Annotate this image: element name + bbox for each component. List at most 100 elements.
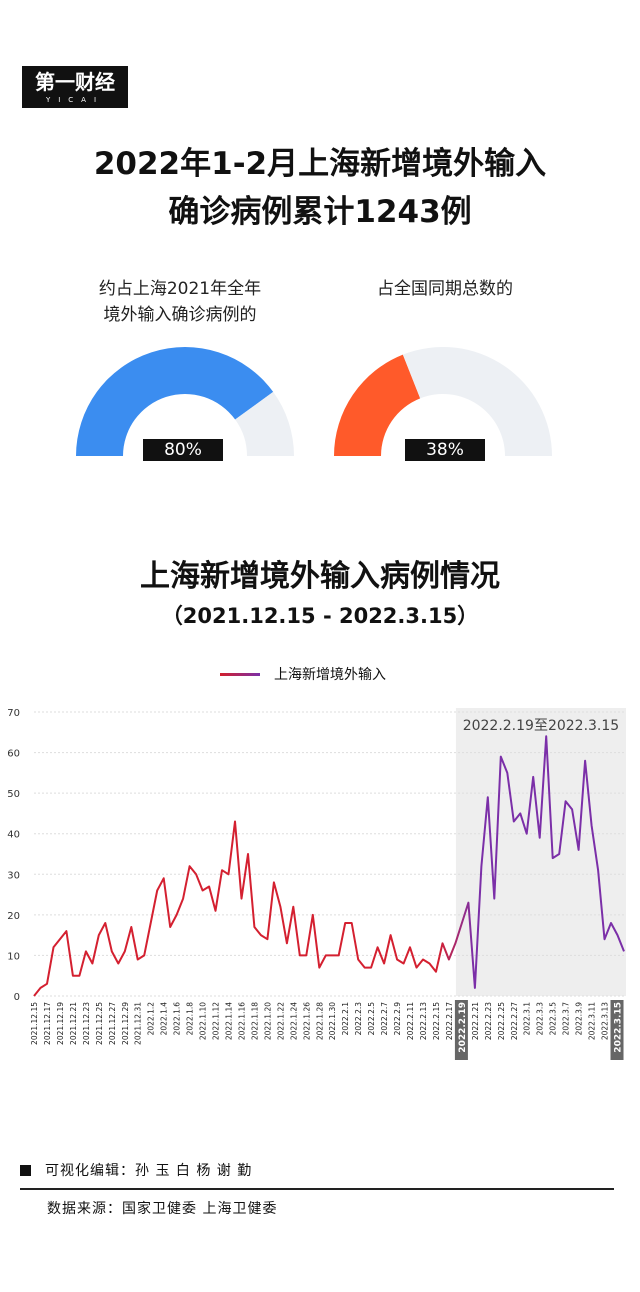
x-tick-label-group: 2022.1.18 [250,1002,259,1040]
x-tick-label-group: 2021.12.29 [121,1002,130,1045]
editors-text: 可视化编辑：孙 玉 白 杨 谢 勤 [45,1163,253,1179]
x-tick-label-group: 2022.1.26 [302,1002,311,1040]
x-tick-label-group: 2021.12.19 [56,1002,65,1045]
x-tick-label-group: 2022.1.28 [315,1002,324,1040]
x-tick-label-group: 2022.3.3 [536,1002,545,1036]
x-tick-label: 2022.3.9 [575,1002,584,1036]
gauge-1-arc [76,347,294,456]
x-tick-label: 2022.1.10 [199,1002,208,1040]
gauge-2-label: 占全国同期总数的 [320,276,570,302]
x-tick-label: 2022.2.15 [432,1002,441,1040]
highlight-band [455,708,626,996]
x-tick-label-group: 2021.12.27 [108,1002,117,1045]
gauge-track-arc [402,347,552,456]
x-tick-label-group: 2022.1.14 [225,1002,234,1040]
x-tick-label: 2022.3.7 [562,1002,571,1036]
x-tick-label: 2022.3.1 [523,1002,532,1036]
footer-divider [20,1188,614,1190]
data-source: 数据来源：国家卫健委 上海卫健委 [47,1201,278,1217]
gauge-2-arc [334,347,552,456]
x-tick-label-group: 2021.12.31 [134,1002,143,1045]
x-tick-label: 2022.2.11 [406,1002,415,1040]
chart-date-range: （2021.12.15 - 2022.3.15） [161,604,479,628]
x-tick-label-group: 2022.1.2 [147,1002,156,1036]
x-tick-label-group: 2022.1.24 [289,1002,298,1040]
x-tick-label-group: 2022.3.7 [562,1002,571,1036]
x-tick-label: 2022.2.9 [393,1002,402,1036]
x-tick-label: 2022.2.27 [510,1002,519,1040]
logo-subtext: YICAI [45,96,105,104]
credits: 可视化编辑：孙 玉 白 杨 谢 勤 [20,1160,252,1180]
x-tick-label-group: 2022.3.1 [523,1002,532,1036]
legend-series-name: 上海新增境外输入 [274,667,386,683]
x-tick-label: 2022.2.3 [354,1002,363,1036]
x-tick-label-group: 2022.2.27 [510,1002,519,1040]
x-tick-label: 2022.2.19 [458,1002,468,1053]
x-tick-label: 2022.2.7 [380,1002,389,1036]
x-tick-label-group: 2021.12.15 [30,1002,39,1045]
gauge-fill-arc [76,347,274,456]
x-tick-label-group: 2022.2.5 [367,1002,376,1036]
x-tick-label: 2022.1.16 [237,1002,246,1040]
gauge-1-value: 80% [143,439,223,461]
x-tick-label: 2022.2.13 [419,1002,428,1040]
yicai-logo: 第一财经 YICAI [22,66,128,108]
x-tick-label: 2022.2.1 [341,1002,350,1036]
x-tick-label-group: 2021.12.21 [69,1002,78,1045]
x-tick-label: 2022.2.21 [471,1002,480,1040]
x-tick-label-group: 2022.2.9 [393,1002,402,1036]
x-tick-label: 2021.12.29 [121,1002,130,1045]
x-tick-label: 2022.1.20 [263,1002,272,1040]
logo-text: 第一财经 [35,70,115,94]
x-tick-label: 2022.1.30 [328,1002,337,1040]
x-tick-highlight-bg [454,1000,468,1060]
legend-line-swatch [220,672,260,676]
x-tick-label: 2022.3.5 [549,1002,558,1036]
x-tick-label: 2022.3.15 [614,1002,624,1053]
x-tick-label-group: 2022.2.7 [380,1002,389,1036]
x-tick-label: 2022.2.25 [497,1002,506,1040]
x-tick-label-group: 2022.2.23 [484,1002,493,1040]
x-tick-label: 2022.1.18 [250,1002,259,1040]
page-title: 2022年1-2月上海新增境外输入 确诊病例累计1243例 [0,140,640,236]
x-tick-label-group: 2022.1.20 [263,1002,272,1040]
x-tick-label-group: 2022.1.10 [199,1002,208,1040]
x-tick-label: 2021.12.21 [69,1002,78,1045]
x-tick-label-group: 2021.12.25 [95,1002,104,1045]
gauge-track-arc [235,391,294,456]
x-tick-label-group: 2022.1.4 [160,1002,169,1036]
x-tick-label-group: 2022.1.16 [237,1002,246,1040]
x-tick-label-group: 2022.2.19 [454,1000,468,1060]
x-tick-label-group: 2022.2.25 [497,1002,506,1040]
x-tick-label: 2022.1.12 [212,1002,221,1040]
x-tick-label: 2022.1.14 [225,1002,234,1040]
x-tick-label-group: 2022.1.8 [186,1002,195,1036]
page-title-line1: 2022年1-2月上海新增境外输入 [93,146,547,182]
chart-title: 上海新增境外输入病例情况 [140,559,500,594]
x-tick-label-group: 2022.1.30 [328,1002,337,1040]
x-tick-label: 2022.1.4 [160,1002,169,1036]
y-tick-label: 60 [7,749,20,760]
y-tick-label: 70 [7,708,20,719]
x-tick-label-group: 2022.1.6 [173,1002,182,1036]
y-tick-label: 40 [7,830,20,841]
y-tick-label: 10 [7,951,20,962]
x-tick-label: 2021.12.15 [30,1002,39,1045]
x-tick-label-group: 2022.2.15 [432,1002,441,1040]
bullet-square [20,1164,31,1176]
x-tick-label: 2022.1.2 [147,1002,156,1036]
x-tick-label-group: 2022.3.9 [575,1002,584,1036]
series-line [33,735,625,997]
x-tick-label: 2022.1.24 [289,1002,298,1040]
y-tick-label: 50 [7,789,20,800]
x-tick-label: 2022.1.22 [276,1002,285,1040]
x-tick-label-group: 2022.2.3 [354,1002,363,1036]
x-tick-label-group: 2022.1.22 [276,1002,285,1040]
gauge-2-label-line2: 占全国同期总数的 [377,279,513,299]
x-tick-label-group: 2021.12.17 [43,1002,52,1045]
highlight-annotation: 2022.2.19至2022.3.15 [463,718,620,734]
gauge-1-label: 约占上海2021年全年 境外输入确诊病例的 [60,276,300,328]
x-tick-label-group: 2022.3.11 [588,1002,597,1040]
x-tick-label: 2021.12.19 [56,1002,65,1045]
x-tick-label: 2022.3.13 [601,1002,610,1040]
